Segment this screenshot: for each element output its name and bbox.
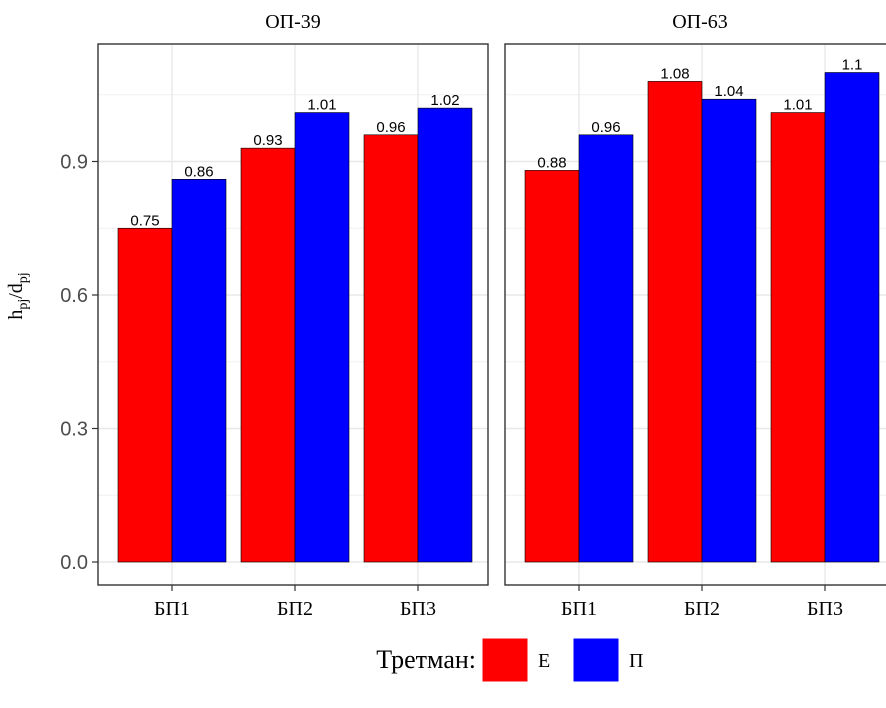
y-axis-label: hpj/dpj <box>5 272 31 319</box>
x-tick-label: БП2 <box>684 598 720 620</box>
panel-2: ОП-63 0.88 0.96 БП1 1.08 1.04 БП2 1.01 1.1 БП3 <box>504 11 886 620</box>
bar-value-label: 1.01 <box>307 97 336 114</box>
bar-П-БП3 <box>824 72 880 563</box>
y-tick-label: 0.0 <box>60 552 88 574</box>
x-tick-label: БП1 <box>561 598 597 620</box>
x-tick-label: БП3 <box>400 598 436 620</box>
bar-value-label: 1.01 <box>783 97 812 114</box>
y-tick-label: 0.3 <box>60 419 88 441</box>
bar-value-label: 0.93 <box>253 132 282 149</box>
panel-border <box>504 43 886 586</box>
bar-value-label: 0.96 <box>591 119 620 136</box>
bar-value-label: 0.86 <box>184 163 213 180</box>
bar-П-БП1 <box>578 134 634 563</box>
bar-Е-БП1 <box>117 227 173 563</box>
bar-П-БП2 <box>294 112 350 563</box>
bar-Е-БП2 <box>647 81 703 563</box>
legend-label: Е <box>538 650 550 672</box>
x-tick-label: БП1 <box>154 598 190 620</box>
bar-Е-БП1 <box>524 170 580 563</box>
legend-title: Третман: <box>376 645 476 674</box>
bar-value-label: 0.96 <box>376 119 405 136</box>
panel-border <box>97 43 489 586</box>
x-tick-label: БП2 <box>277 598 313 620</box>
legend: Третман: Е П <box>376 637 643 683</box>
bar-Е-БП3 <box>770 112 826 563</box>
bar-value-label: 1.08 <box>660 65 689 82</box>
bar-Е-БП3 <box>363 134 419 563</box>
bar-value-label: 0.88 <box>537 154 566 171</box>
y-tick-label: 0.9 <box>60 152 88 174</box>
bar-П-БП3 <box>417 107 473 563</box>
legend-key-Е <box>481 637 529 683</box>
legend-key-П <box>572 637 620 683</box>
panel-1: ОП-39 0.75 0.86 БП1 0.93 1.01 БП2 0.96 1.02 БП3 <box>97 11 489 620</box>
legend-label: П <box>629 650 643 672</box>
y-tick-label: 0.6 <box>60 285 88 307</box>
panel-title: ОП-39 <box>265 11 321 33</box>
x-tick-label: БП3 <box>807 598 843 620</box>
bar-П-БП2 <box>701 98 757 563</box>
bar-value-label: 1.1 <box>842 57 863 74</box>
bar-value-label: 1.02 <box>430 92 459 109</box>
panel-title: ОП-63 <box>672 11 728 33</box>
bar-value-label: 1.04 <box>714 83 743 100</box>
bar-П-БП1 <box>171 179 227 563</box>
bar-value-label: 0.75 <box>130 212 159 229</box>
bar-Е-БП2 <box>240 147 296 563</box>
